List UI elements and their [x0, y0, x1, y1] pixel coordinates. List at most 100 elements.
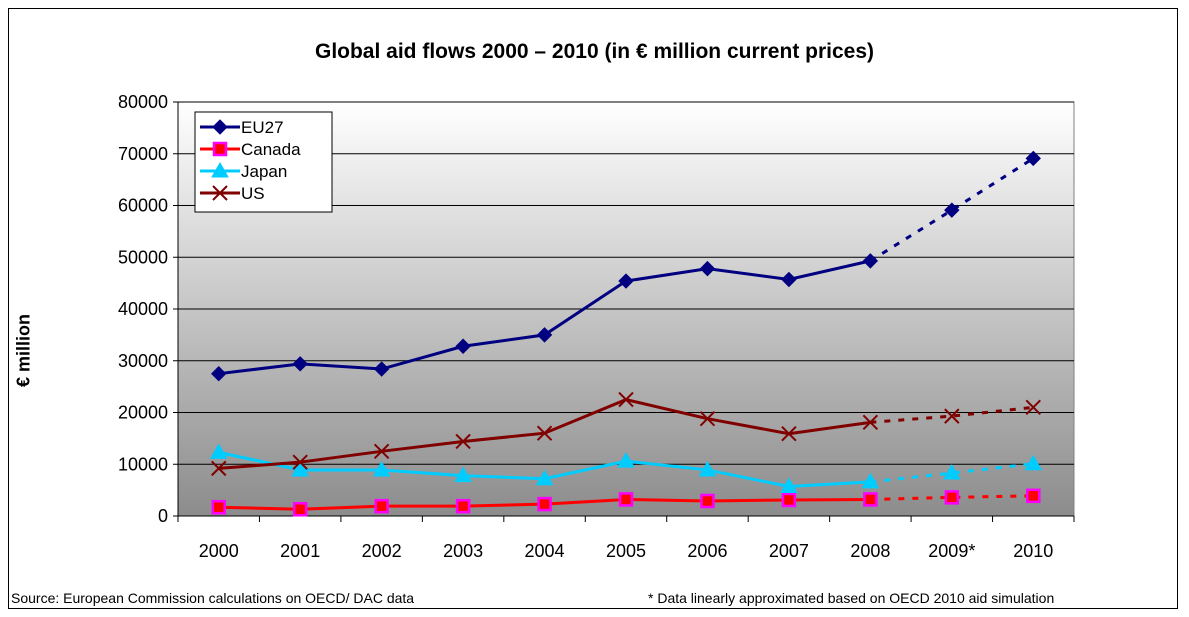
- x-tick-label: 2001: [280, 541, 320, 561]
- data-point-us: [781, 426, 797, 442]
- chart-title: Global aid flows 2000 – 2010 (in € milli…: [314, 40, 875, 63]
- data-point-japan: [780, 477, 798, 494]
- footnote: * Data linearly approximated based on OE…: [648, 590, 1055, 606]
- data-point-us: [536, 425, 553, 441]
- data-point-japan: [942, 464, 961, 480]
- data-point-us: [455, 433, 471, 450]
- data-point-us: [862, 414, 879, 431]
- y-tick-label: 20000: [118, 403, 168, 423]
- series-lines: [209, 150, 1043, 517]
- y-tick-labels: 0 10000 20000 30000 40000 50000 60000 70000 8000…: [118, 92, 168, 526]
- data-point-japan: [698, 460, 717, 477]
- series-canada: [211, 488, 1041, 517]
- data-point-eu27: [373, 361, 390, 377]
- data-point-eu27: [292, 356, 308, 372]
- data-point-canada: [700, 493, 715, 509]
- data-point-us: [944, 408, 960, 424]
- data-point-japan: [209, 443, 228, 459]
- x-tick-label: 2003: [443, 541, 483, 561]
- legend-label-eu27: EU27: [241, 118, 284, 137]
- source-note: Source: European Commission calculations…: [11, 590, 415, 606]
- series-us: [211, 391, 1041, 477]
- data-point-japan: [861, 472, 880, 489]
- data-point-japan: [617, 452, 635, 468]
- x-tick-label: 2009*: [928, 541, 975, 561]
- y-tick-label: 40000: [118, 299, 168, 319]
- x-marker-stroke: [211, 460, 227, 477]
- data-point-canada: [455, 498, 471, 514]
- data-point-canada: [292, 502, 308, 517]
- x-marker-stroke: [781, 426, 797, 442]
- data-point-canada: [211, 499, 226, 515]
- data-point-eu27: [536, 327, 553, 343]
- x-marker-stroke: [373, 443, 390, 460]
- data-point-japan: [454, 466, 472, 483]
- x-tick-label: 2002: [362, 541, 402, 561]
- data-point-eu27: [211, 365, 227, 382]
- series-japan: [209, 443, 1043, 494]
- legend-item-eu27: EU27: [200, 118, 284, 137]
- data-point-eu27: [781, 271, 797, 288]
- data-point-us: [211, 460, 227, 477]
- axes: [177, 102, 1075, 522]
- legend-label-canada: Canada: [241, 140, 301, 159]
- x-marker-stroke: [1025, 399, 1041, 416]
- legend-marker-canada: [212, 141, 228, 157]
- y-tick-label: 70000: [118, 144, 168, 164]
- x-marker-stroke: [699, 411, 716, 427]
- x-tick-labels: 2000 2001 2002 2003 2004 2005 2006 2007 2008 2009…: [199, 541, 1054, 561]
- data-point-eu27: [455, 338, 471, 354]
- data-point-canada: [537, 496, 552, 512]
- x-tick-label: 2008: [850, 541, 890, 561]
- legend-item-japan: Japan: [200, 161, 287, 181]
- x-tick-label: 2010: [1013, 541, 1053, 561]
- data-point-canada: [944, 490, 960, 505]
- data-point-japan: [291, 460, 310, 477]
- x-tick-label: 2004: [525, 541, 565, 561]
- data-point-canada: [781, 492, 797, 508]
- data-point-us: [618, 391, 634, 408]
- data-point-japan: [535, 469, 554, 486]
- y-tick-label: 30000: [118, 351, 168, 371]
- data-point-us: [373, 443, 390, 460]
- legend: EU27 Canada Japan US: [194, 111, 333, 213]
- data-point-canada: [618, 492, 634, 507]
- legend-label-japan: Japan: [241, 162, 287, 181]
- series-projection-eu27: [869, 157, 1035, 263]
- x-marker-stroke: [862, 414, 879, 431]
- y-tick-label: 80000: [118, 92, 168, 112]
- series-eu27: [211, 150, 1041, 382]
- x-tick-label: 2005: [606, 541, 646, 561]
- data-point-us: [1025, 399, 1041, 416]
- x-tick-label: 2000: [199, 541, 239, 561]
- x-tick-label: 2007: [769, 541, 809, 561]
- legend-item-canada: Canada: [200, 140, 301, 159]
- legend-marker-eu27: [212, 119, 228, 135]
- y-tick-label: 10000: [118, 454, 168, 474]
- data-point-japan: [372, 460, 391, 477]
- y-tick-label: 0: [158, 506, 168, 526]
- data-point-eu27: [618, 273, 634, 289]
- legend-marker-us: [212, 185, 228, 201]
- data-point-eu27: [699, 260, 716, 277]
- y-tick-label: 60000: [118, 196, 168, 216]
- x-marker-stroke: [944, 408, 960, 424]
- data-point-eu27: [944, 202, 960, 218]
- legend-label-us: US: [241, 184, 265, 203]
- data-point-canada: [1026, 488, 1041, 504]
- legend-item-us: US: [200, 184, 265, 203]
- data-point-us: [292, 454, 308, 470]
- data-point-us: [699, 411, 716, 427]
- x-marker-stroke: [212, 185, 228, 201]
- x-marker-stroke: [536, 425, 553, 441]
- data-point-canada: [374, 498, 389, 514]
- data-point-eu27: [862, 253, 879, 269]
- x-marker-stroke: [292, 454, 308, 470]
- legend-marker-japan: [211, 161, 229, 178]
- data-point-canada: [863, 492, 878, 507]
- x-tick-label: 2006: [687, 541, 727, 561]
- x-marker-stroke: [618, 391, 634, 408]
- x-marker-stroke: [455, 433, 471, 450]
- y-tick-label: 50000: [118, 247, 168, 267]
